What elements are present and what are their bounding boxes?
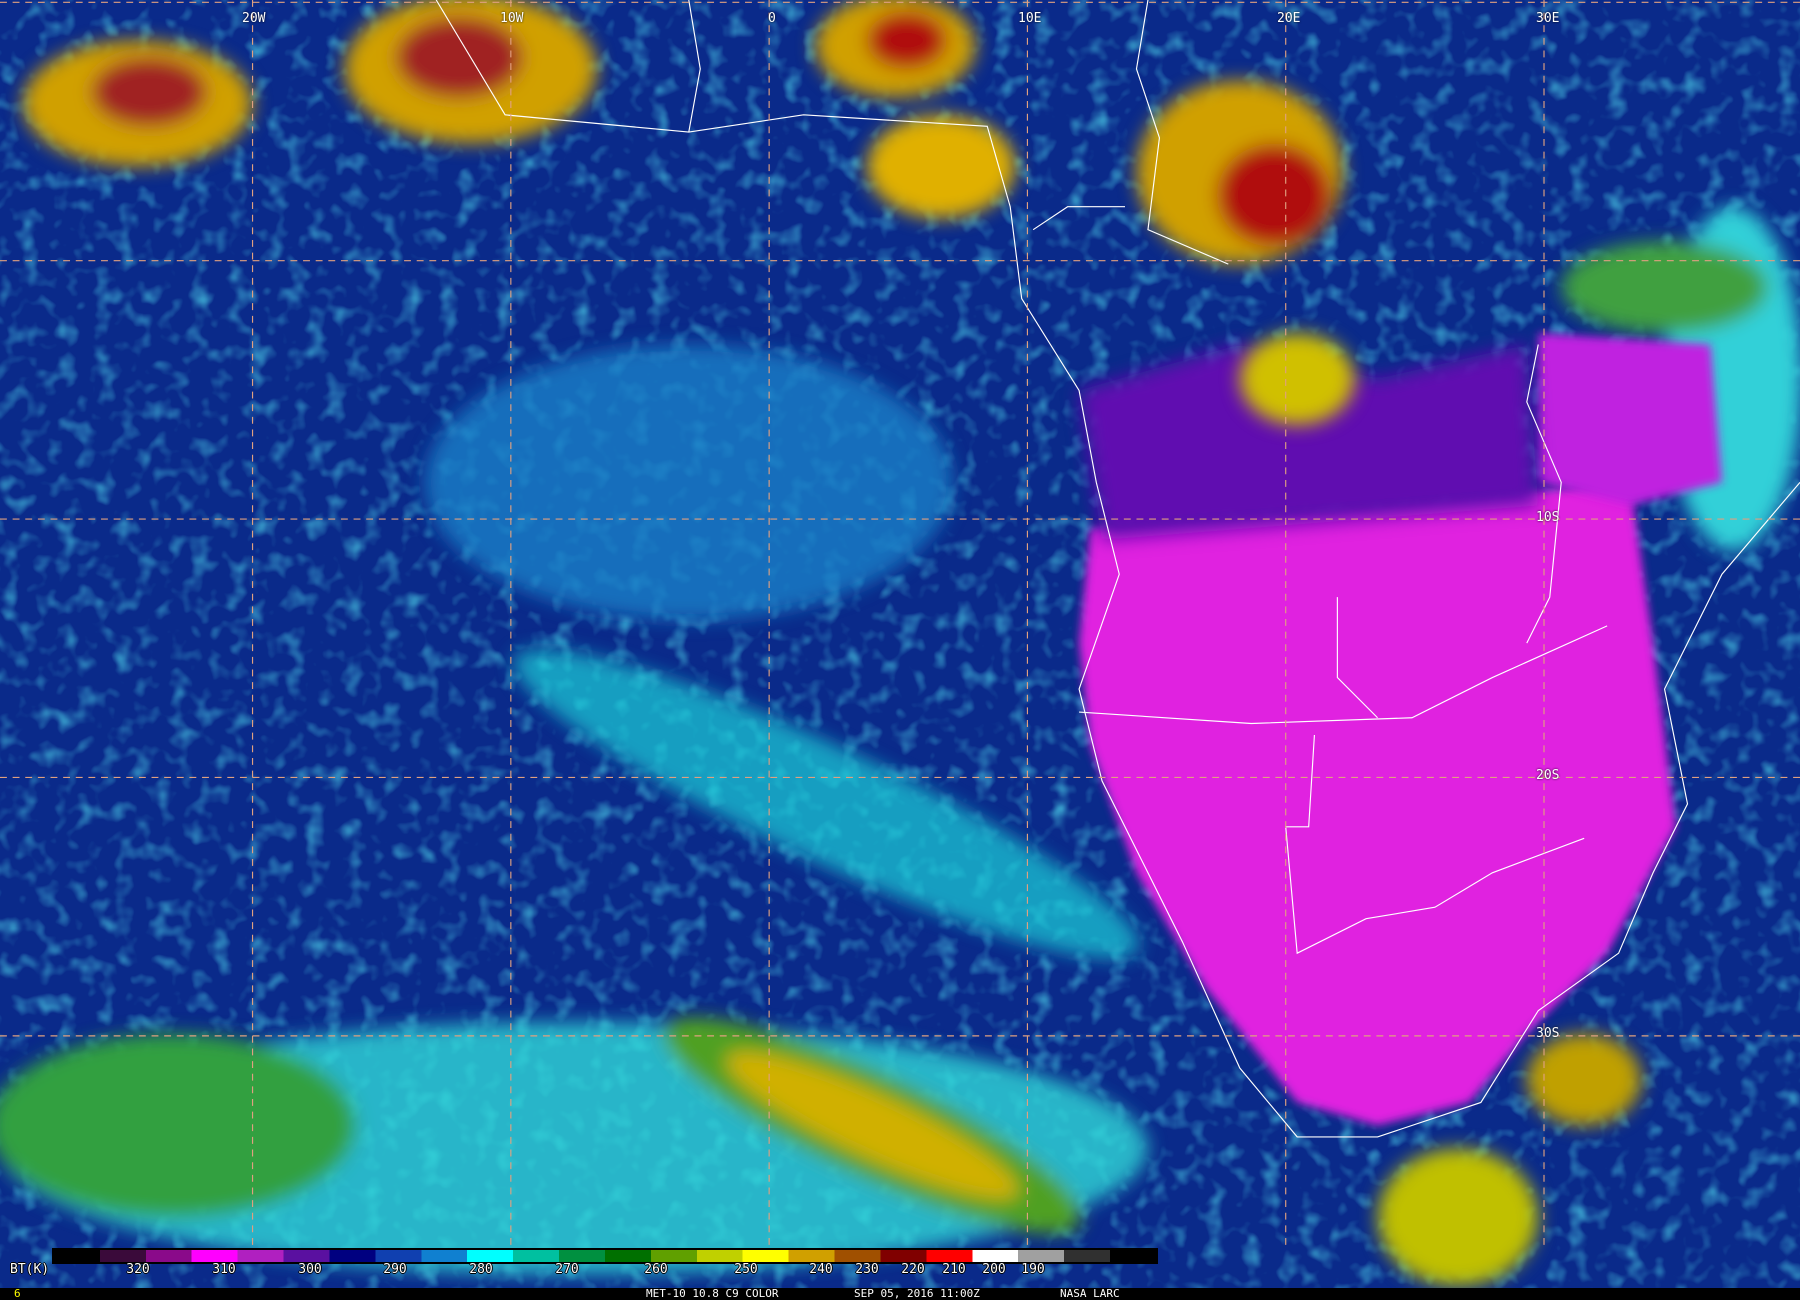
credit-label: NASA LARC (1060, 1287, 1120, 1300)
colorbar-tick-label: 280 (469, 1262, 493, 1277)
colorbar-tick-label: 230 (855, 1262, 879, 1277)
lat-label: 30S (1536, 1026, 1560, 1041)
colorbar-tick-label: 260 (644, 1262, 668, 1277)
colorbar-tick-label: 240 (809, 1262, 833, 1277)
colorbar-tick-label: 210 (942, 1262, 966, 1277)
frame-number: 6 (14, 1287, 21, 1300)
colorbar-tick-label: 310 (212, 1262, 236, 1277)
datetime-label: SEP 05, 2016 11:00Z (854, 1287, 980, 1300)
lon-label: 0 (768, 11, 776, 26)
cloud-masses (0, 206, 1800, 1287)
convective-storms (22, 0, 1355, 425)
lon-label: 20W (242, 11, 266, 26)
colorbar-tick-label: 290 (383, 1262, 407, 1277)
lon-label: 10E (1018, 11, 1042, 26)
colorbar-tick-label: 270 (555, 1262, 579, 1277)
brightness-temperature-colorbar (52, 1248, 1158, 1264)
product-label: MET-10 10.8 C9 COLOR (646, 1287, 779, 1300)
lat-label: 20S (1536, 768, 1560, 783)
lon-label: 10W (500, 11, 524, 26)
colorbar-tick-label: 220 (901, 1262, 925, 1277)
colorbar-tick-label: 320 (126, 1262, 150, 1277)
image-caption-bar: 6 MET-10 10.8 C9 COLOR SEP 05, 2016 11:0… (0, 1288, 1800, 1300)
colorbar-tick-label: 250 (734, 1262, 758, 1277)
lon-label: 30E (1536, 11, 1560, 26)
coastlines-and-borders (435, 0, 1800, 1138)
lat-lon-grid (0, 0, 1800, 1247)
lat-label: 10S (1536, 510, 1560, 525)
colorbar-tick-label: 300 (298, 1262, 322, 1277)
colorbar-tick-label: 200 (982, 1262, 1006, 1277)
lon-label: 20E (1277, 11, 1301, 26)
colorbar-unit-label: BT(K) (10, 1262, 50, 1277)
colorbar-tick-label: 190 (1021, 1262, 1045, 1277)
